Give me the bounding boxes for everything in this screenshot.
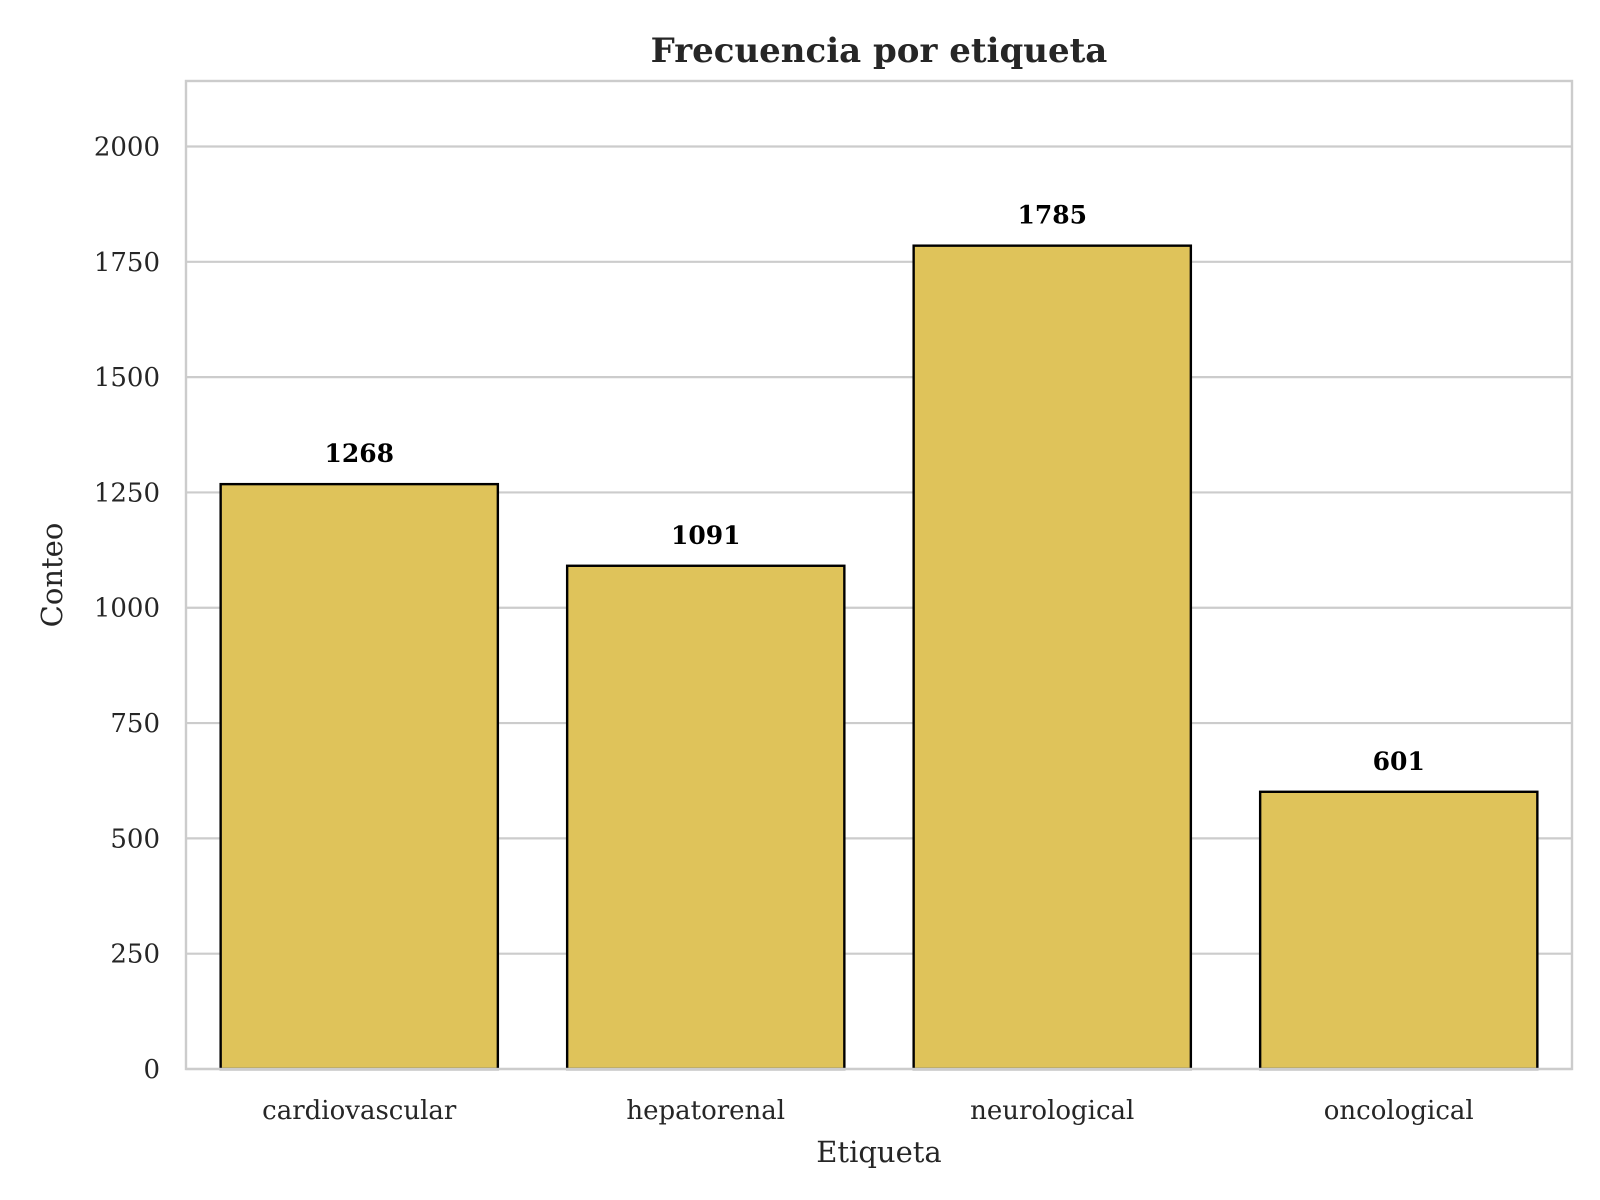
y-tick-label: 1750 (94, 248, 160, 278)
x-tick-label: neurological (970, 1096, 1134, 1126)
bar-value-label: 1268 (324, 439, 394, 468)
y-tick-label: 1500 (94, 363, 160, 393)
x-tick-label: cardiovascular (262, 1096, 457, 1126)
bar-oncological (1258, 790, 1539, 1071)
chart-title: Frecuencia por etiqueta (651, 31, 1108, 71)
bar-value-label: 601 (1373, 747, 1425, 776)
bar-cardiovascular (219, 482, 500, 1071)
bar-hepatorenal (565, 564, 846, 1071)
bars (219, 244, 1539, 1071)
plot-frame (184, 79, 1574, 1071)
y-tick-label: 2000 (94, 132, 160, 162)
y-axis-ticks: 0 250 500 750 1000 1250 1500 1750 2000 (94, 132, 160, 1085)
bar-value-labels: 1268 1091 1785 601 (324, 201, 1424, 776)
bar-value-label: 1785 (1017, 201, 1087, 230)
y-tick-label: 250 (110, 940, 160, 970)
y-tick-label: 1250 (94, 478, 160, 508)
y-axis-label: Conteo (35, 523, 69, 628)
bar-value-label: 1091 (671, 521, 741, 550)
x-tick-label: hepatorenal (626, 1096, 785, 1126)
y-tick-label: 1000 (94, 594, 160, 624)
x-tick-label: oncological (1324, 1096, 1474, 1126)
y-tick-label: 0 (143, 1055, 160, 1085)
y-tick-label: 750 (110, 709, 160, 739)
y-tick-label: 500 (110, 824, 160, 854)
x-axis-ticks: cardiovascular hepatorenal neurological onc… (262, 1096, 1474, 1126)
x-axis-label: Etiqueta (816, 1135, 941, 1169)
bar-neurological (912, 244, 1193, 1071)
